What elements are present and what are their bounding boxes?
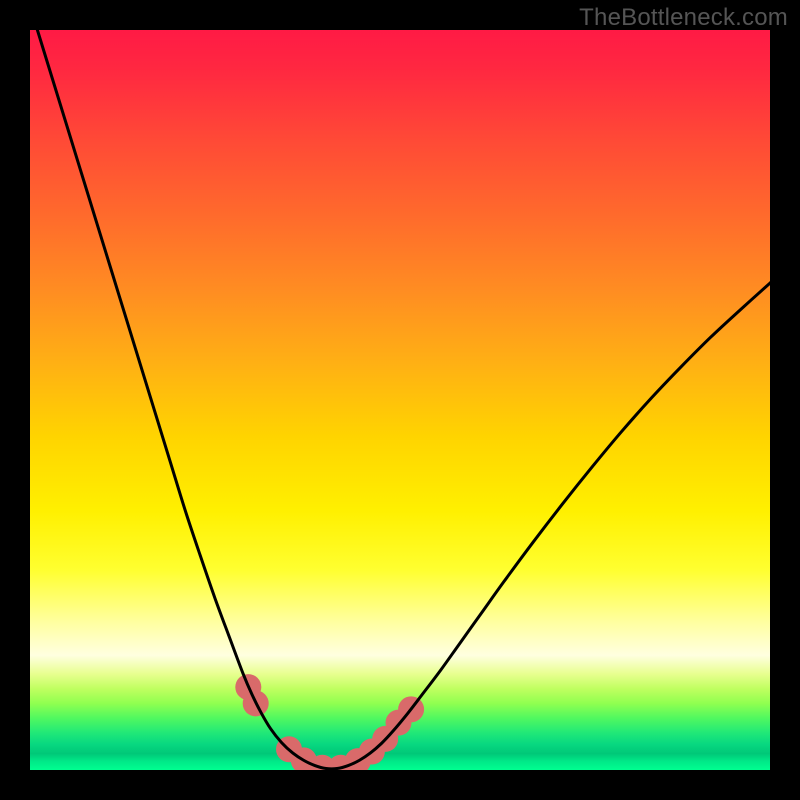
chart-svg xyxy=(30,30,770,770)
watermark-text: TheBottleneck.com xyxy=(579,4,788,32)
bottleneck-chart xyxy=(30,30,770,770)
